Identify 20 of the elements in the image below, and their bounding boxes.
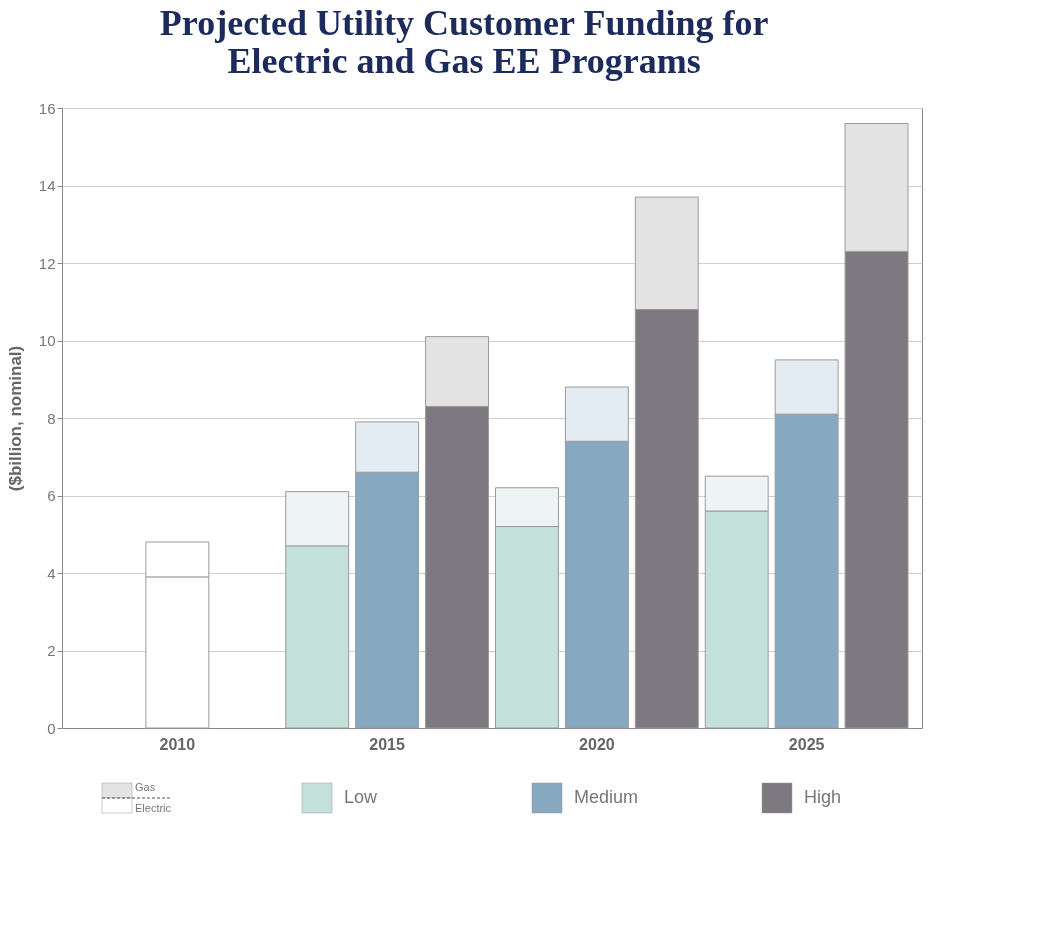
y-tick-label: 2 bbox=[47, 642, 56, 659]
y-tick-label: 14 bbox=[38, 177, 56, 194]
y-tick-label: 16 bbox=[38, 99, 56, 117]
y-tick-label: 0 bbox=[47, 719, 56, 737]
legend-label: Medium bbox=[574, 787, 639, 807]
x-tick-label: 2015 bbox=[369, 735, 406, 753]
y-tick-label: 12 bbox=[38, 254, 56, 272]
legend-label: Electric bbox=[135, 802, 172, 814]
legend-label: Gas bbox=[135, 781, 156, 793]
x-tick-label: 2010 bbox=[159, 735, 196, 753]
chart-title: Projected Utility Customer Funding for Electric and Gas EE Programs bbox=[159, 2, 769, 81]
x-tick-label: 2025 bbox=[788, 735, 825, 753]
y-tick-label: 8 bbox=[47, 409, 56, 427]
legend-label: High bbox=[804, 787, 842, 807]
x-tick-label: 2020 bbox=[579, 735, 615, 753]
y-axis-title: ($billion, nominal) bbox=[5, 345, 25, 492]
y-tick-label: 10 bbox=[38, 332, 56, 349]
y-tick-label: 6 bbox=[47, 487, 56, 504]
legend-label: Low bbox=[344, 787, 379, 807]
y-tick-label: 4 bbox=[47, 564, 56, 582]
